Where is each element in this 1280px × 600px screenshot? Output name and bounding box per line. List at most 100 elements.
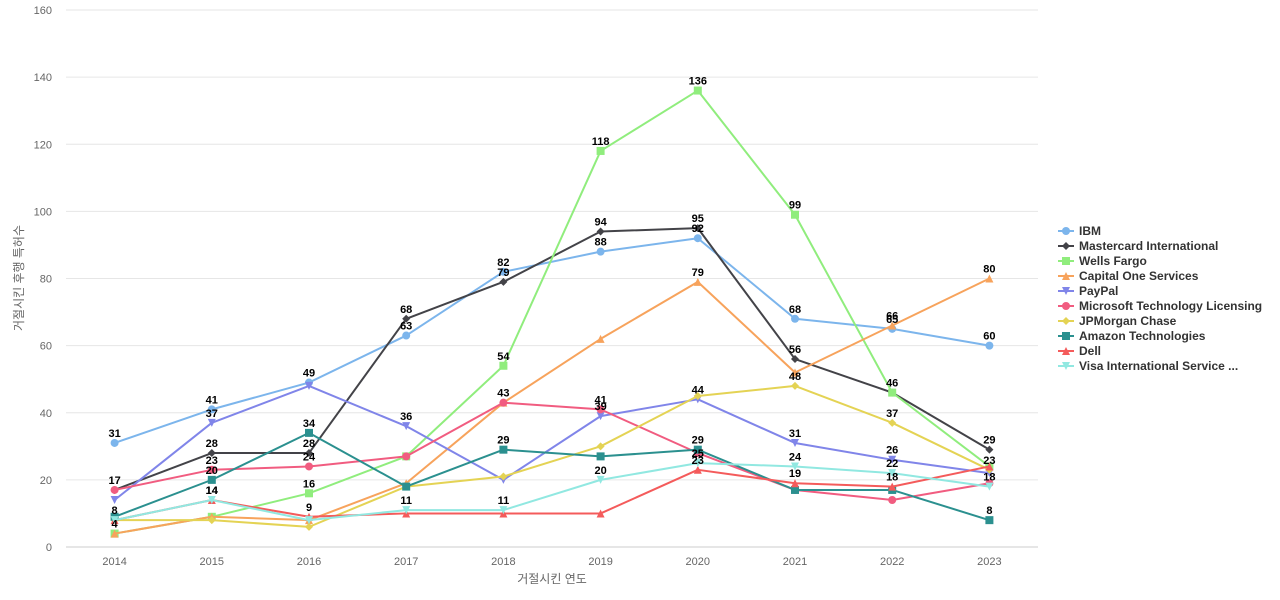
series-point[interactable] [402,452,411,461]
series-point[interactable] [499,445,508,454]
series-point[interactable] [110,485,119,494]
legend-item[interactable]: JPMorgan Chase [1058,313,1262,328]
series-point[interactable] [791,485,799,494]
series-point[interactable] [207,516,216,525]
series-point[interactable] [985,482,994,491]
series-point[interactable] [693,277,702,286]
series-point[interactable] [499,361,508,370]
legend-item[interactable]: PayPal [1058,283,1262,298]
series-line[interactable] [114,89,991,535]
series-point[interactable] [596,412,605,421]
y-tick-label: 100 [34,206,52,218]
series-point[interactable] [596,227,605,236]
series-point[interactable] [110,516,119,525]
series-point[interactable] [693,86,702,95]
series-line[interactable] [114,237,990,444]
series-point[interactable] [791,314,799,323]
series-point[interactable] [596,247,605,256]
data-label: 44 [692,384,705,396]
series-point[interactable] [402,482,411,491]
legend-item[interactable]: Dell [1058,343,1262,358]
legend-swatch [1058,271,1074,280]
series-point[interactable] [596,452,605,461]
series-line[interactable] [114,431,990,522]
legend-item[interactable]: IBM [1058,223,1262,238]
series-point[interactable] [305,522,313,531]
series-point[interactable] [402,506,411,515]
legend-item[interactable]: Microsoft Technology Licensing [1058,298,1262,313]
series-point[interactable] [791,462,799,471]
series-point[interactable] [791,381,799,390]
series-point[interactable] [110,529,119,538]
legend-item[interactable]: Capital One Services [1058,268,1262,283]
series-point[interactable] [402,422,411,431]
series-point[interactable] [305,489,313,498]
series-point[interactable] [888,482,897,491]
series-point[interactable] [305,449,313,458]
data-label: 8 [986,505,992,517]
series-point[interactable] [888,388,897,397]
series-point[interactable] [305,462,313,471]
series-point[interactable] [596,146,605,155]
data-label: 79 [497,267,509,279]
legend-item[interactable]: Visa International Service ... [1058,358,1262,373]
series-point[interactable] [693,465,702,474]
series-point[interactable] [499,472,508,481]
series-point[interactable] [402,314,411,323]
series-point[interactable] [110,496,119,505]
series-point[interactable] [888,321,897,330]
series-point[interactable] [985,445,994,454]
series-point[interactable] [596,509,605,518]
data-label: 43 [497,388,509,400]
series-point[interactable] [305,516,313,525]
series-point[interactable] [207,449,216,458]
series-line[interactable] [114,465,990,522]
series-point[interactable] [305,428,313,437]
series-point[interactable] [207,496,216,505]
legend-item[interactable]: Mastercard International [1058,238,1262,253]
series-point[interactable] [693,391,702,400]
series-layer [110,86,994,538]
series-point[interactable] [985,341,994,350]
series-point[interactable] [499,267,508,276]
series-point[interactable] [888,496,897,505]
series-point[interactable] [693,234,702,243]
series-line[interactable] [114,401,990,502]
series-point[interactable] [888,418,897,427]
series-point[interactable] [402,331,411,340]
series-point[interactable] [791,368,799,377]
series-line[interactable] [113,384,990,501]
legend-item[interactable]: Wells Fargo [1058,253,1262,268]
legend-item[interactable]: Amazon Technologies [1058,328,1262,343]
series-point[interactable] [596,405,605,414]
series-point[interactable] [693,459,702,468]
series-point[interactable] [499,506,508,515]
series-point[interactable] [499,398,508,407]
series-point[interactable] [791,355,799,364]
series-point[interactable] [596,442,605,451]
series-point[interactable] [207,475,216,484]
series-point[interactable] [693,445,702,454]
series-point[interactable] [596,334,605,343]
series-point[interactable] [596,475,605,484]
series-point[interactable] [888,455,897,464]
series-point[interactable] [985,274,994,283]
series-point[interactable] [985,516,994,525]
series-line[interactable] [114,277,990,535]
series-line[interactable] [114,384,990,528]
series-point[interactable] [499,277,508,286]
series-point[interactable] [791,210,799,219]
series-point[interactable] [888,469,897,478]
series-point[interactable] [110,438,119,447]
series-line[interactable] [114,227,990,491]
series-point[interactable] [207,465,216,474]
series-point[interactable] [207,418,216,427]
series-point[interactable] [305,381,313,390]
data-label: 79 [692,267,704,279]
series-point[interactable] [791,438,799,447]
series-point[interactable] [985,462,994,471]
series-point[interactable] [791,479,799,488]
series-line[interactable] [114,462,990,522]
series-point[interactable] [207,405,216,414]
series-point[interactable] [693,224,702,233]
